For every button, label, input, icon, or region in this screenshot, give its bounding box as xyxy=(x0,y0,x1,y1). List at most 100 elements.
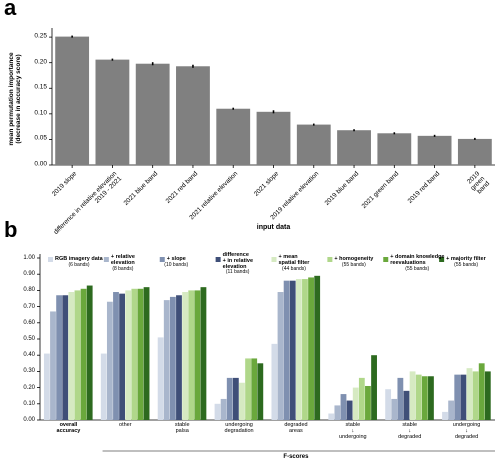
bar xyxy=(365,385,371,420)
legend-swatch xyxy=(159,257,165,262)
bar xyxy=(466,368,473,420)
bar xyxy=(100,353,107,420)
legend-note: (11 bands) xyxy=(225,269,250,276)
bar xyxy=(119,293,126,420)
bar xyxy=(50,311,56,420)
bar xyxy=(472,371,479,420)
legend-swatch xyxy=(439,257,445,262)
bar xyxy=(314,275,321,420)
bar xyxy=(163,300,170,420)
legend-label: RGB imagery data xyxy=(55,255,103,262)
bar xyxy=(239,382,245,420)
bar xyxy=(421,376,428,420)
bar xyxy=(415,374,422,420)
bar xyxy=(68,292,75,420)
bar xyxy=(200,287,207,420)
panel-label: b xyxy=(4,217,18,242)
bar xyxy=(232,377,239,420)
legend-swatch xyxy=(48,257,53,262)
bar xyxy=(95,59,130,165)
y-tick-label: 0.30 xyxy=(23,368,35,375)
bar xyxy=(328,413,335,420)
bar xyxy=(358,377,365,420)
bar xyxy=(131,288,138,420)
bar xyxy=(371,355,377,420)
legend-label: difference + in relative elevation xyxy=(222,251,254,270)
bar xyxy=(176,295,182,420)
x-axis-title: F-scores xyxy=(283,454,309,460)
bar xyxy=(220,398,227,420)
x-tick-label: degraded areas xyxy=(284,422,308,434)
bar xyxy=(277,292,284,420)
bar xyxy=(137,288,144,420)
bar xyxy=(428,376,434,420)
bar xyxy=(182,292,189,420)
bar xyxy=(346,400,353,420)
bar xyxy=(296,124,331,165)
y-tick-label: 0.60 xyxy=(23,319,35,326)
y-tick-label: 1.00 xyxy=(23,254,35,261)
y-tick-label: 0.90 xyxy=(23,271,35,278)
bar xyxy=(188,290,195,420)
y-tick-label: 0.80 xyxy=(23,287,35,294)
bar xyxy=(86,285,93,420)
bar xyxy=(226,377,233,420)
legend-swatch xyxy=(103,257,109,262)
bar xyxy=(391,398,398,420)
bar xyxy=(271,343,278,420)
y-tick-label: 0.50 xyxy=(23,335,35,342)
legend-label: + majority filter xyxy=(446,255,486,262)
bar xyxy=(56,295,63,420)
bar xyxy=(256,111,291,165)
legend-label: + domain knowledge reevaluations xyxy=(390,253,445,266)
panel-label: a xyxy=(4,0,17,20)
legend-note: (8 bands) xyxy=(112,265,134,272)
legend-note: (55 bands) xyxy=(454,261,479,268)
bar xyxy=(106,301,113,420)
x-tick-label: other xyxy=(119,422,132,428)
y-tick-label: 0.70 xyxy=(23,303,35,310)
bar xyxy=(125,290,132,420)
y-tick-label: 0.00 xyxy=(34,160,47,168)
y-tick-label: 0.10 xyxy=(23,400,35,407)
bar xyxy=(289,280,296,420)
bar xyxy=(216,108,251,165)
bar xyxy=(176,66,210,165)
y-tick-label: 0.40 xyxy=(23,352,35,359)
legend-note: (55 bands) xyxy=(405,265,430,272)
bar xyxy=(460,374,467,420)
legend-note: (10 bands) xyxy=(164,261,189,268)
legend-label: + mean spatial filter xyxy=(278,253,310,266)
bar xyxy=(74,290,81,420)
legend-note: (44 bands) xyxy=(282,265,306,272)
legend-swatch xyxy=(383,257,389,262)
x-tick-label: stable palsa xyxy=(174,422,190,434)
bar xyxy=(245,358,251,420)
legend-note: (6 bands) xyxy=(68,261,90,268)
bar xyxy=(448,400,455,420)
x-tick-label: stable ↓ degraded xyxy=(398,422,422,440)
y-tick-label: 0.20 xyxy=(23,384,35,391)
legend-label: + homogeneity xyxy=(334,255,374,262)
bar xyxy=(257,363,264,420)
bar xyxy=(55,36,90,165)
bar xyxy=(283,280,290,420)
x-tick-label: stable ↓ undergoing xyxy=(339,422,367,440)
x-tick-label: undergoing ↓ degraded xyxy=(452,422,481,440)
bar xyxy=(334,405,341,420)
bar xyxy=(113,292,119,420)
bar xyxy=(214,403,221,420)
bar xyxy=(484,371,491,420)
bar xyxy=(454,374,461,420)
bar xyxy=(478,363,485,420)
bar xyxy=(157,337,164,420)
y-tick-label: 0.10 xyxy=(34,109,47,117)
bar xyxy=(194,290,201,420)
legend-label: + relative elevation xyxy=(110,253,135,266)
y-tick-label: 0.15 xyxy=(34,83,47,91)
bar xyxy=(169,296,176,420)
bar xyxy=(377,133,412,165)
bar xyxy=(135,63,170,165)
